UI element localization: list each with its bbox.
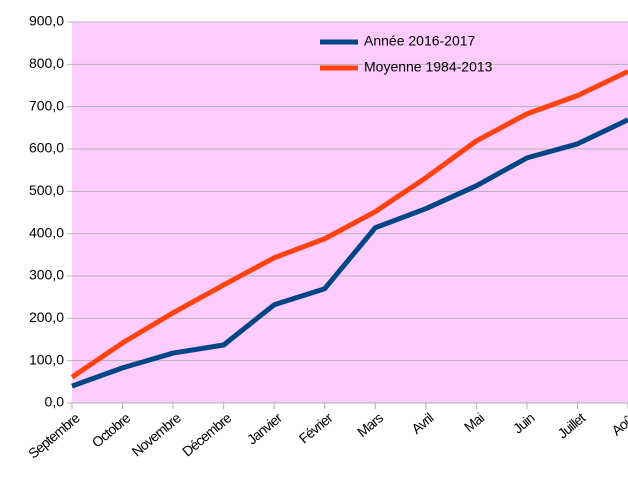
x-tick-label: Janvier [244,409,285,447]
y-tick-label: 0,0 [45,394,65,410]
x-tick-label: Juin [510,410,538,437]
x-tick-label: Mai [461,409,487,435]
y-tick-label: 100,0 [29,351,64,367]
y-tick-label: 900,0 [29,13,64,29]
x-tick-label: Février [296,409,336,446]
y-tick-label: 400,0 [29,224,64,240]
legend-label: Année 2016-2017 [364,33,476,49]
y-tick-label: 200,0 [29,309,64,325]
series-line [71,117,628,389]
y-tick-label: 700,0 [29,97,64,113]
x-tick-label: Octobre [89,409,134,450]
y-tick-label: 800,0 [29,55,64,71]
series-line [70,69,628,380]
legend-label: Moyenne 1984-2013 [364,59,493,75]
x-tick-label: Avril [408,409,436,436]
y-tick-label: 300,0 [29,267,64,283]
plot-area [72,22,628,403]
y-tick-label: 600,0 [29,140,64,156]
x-tick-label: Novembre [129,409,185,459]
x-tick-label: Mars [354,409,386,440]
x-tick-label: Juillet [554,409,588,441]
y-tick-label: 500,0 [29,182,64,198]
x-tick-label: Décembre [179,409,235,459]
x-tick-label: Septembre [25,409,83,461]
x-tick-label: Août [608,409,628,438]
